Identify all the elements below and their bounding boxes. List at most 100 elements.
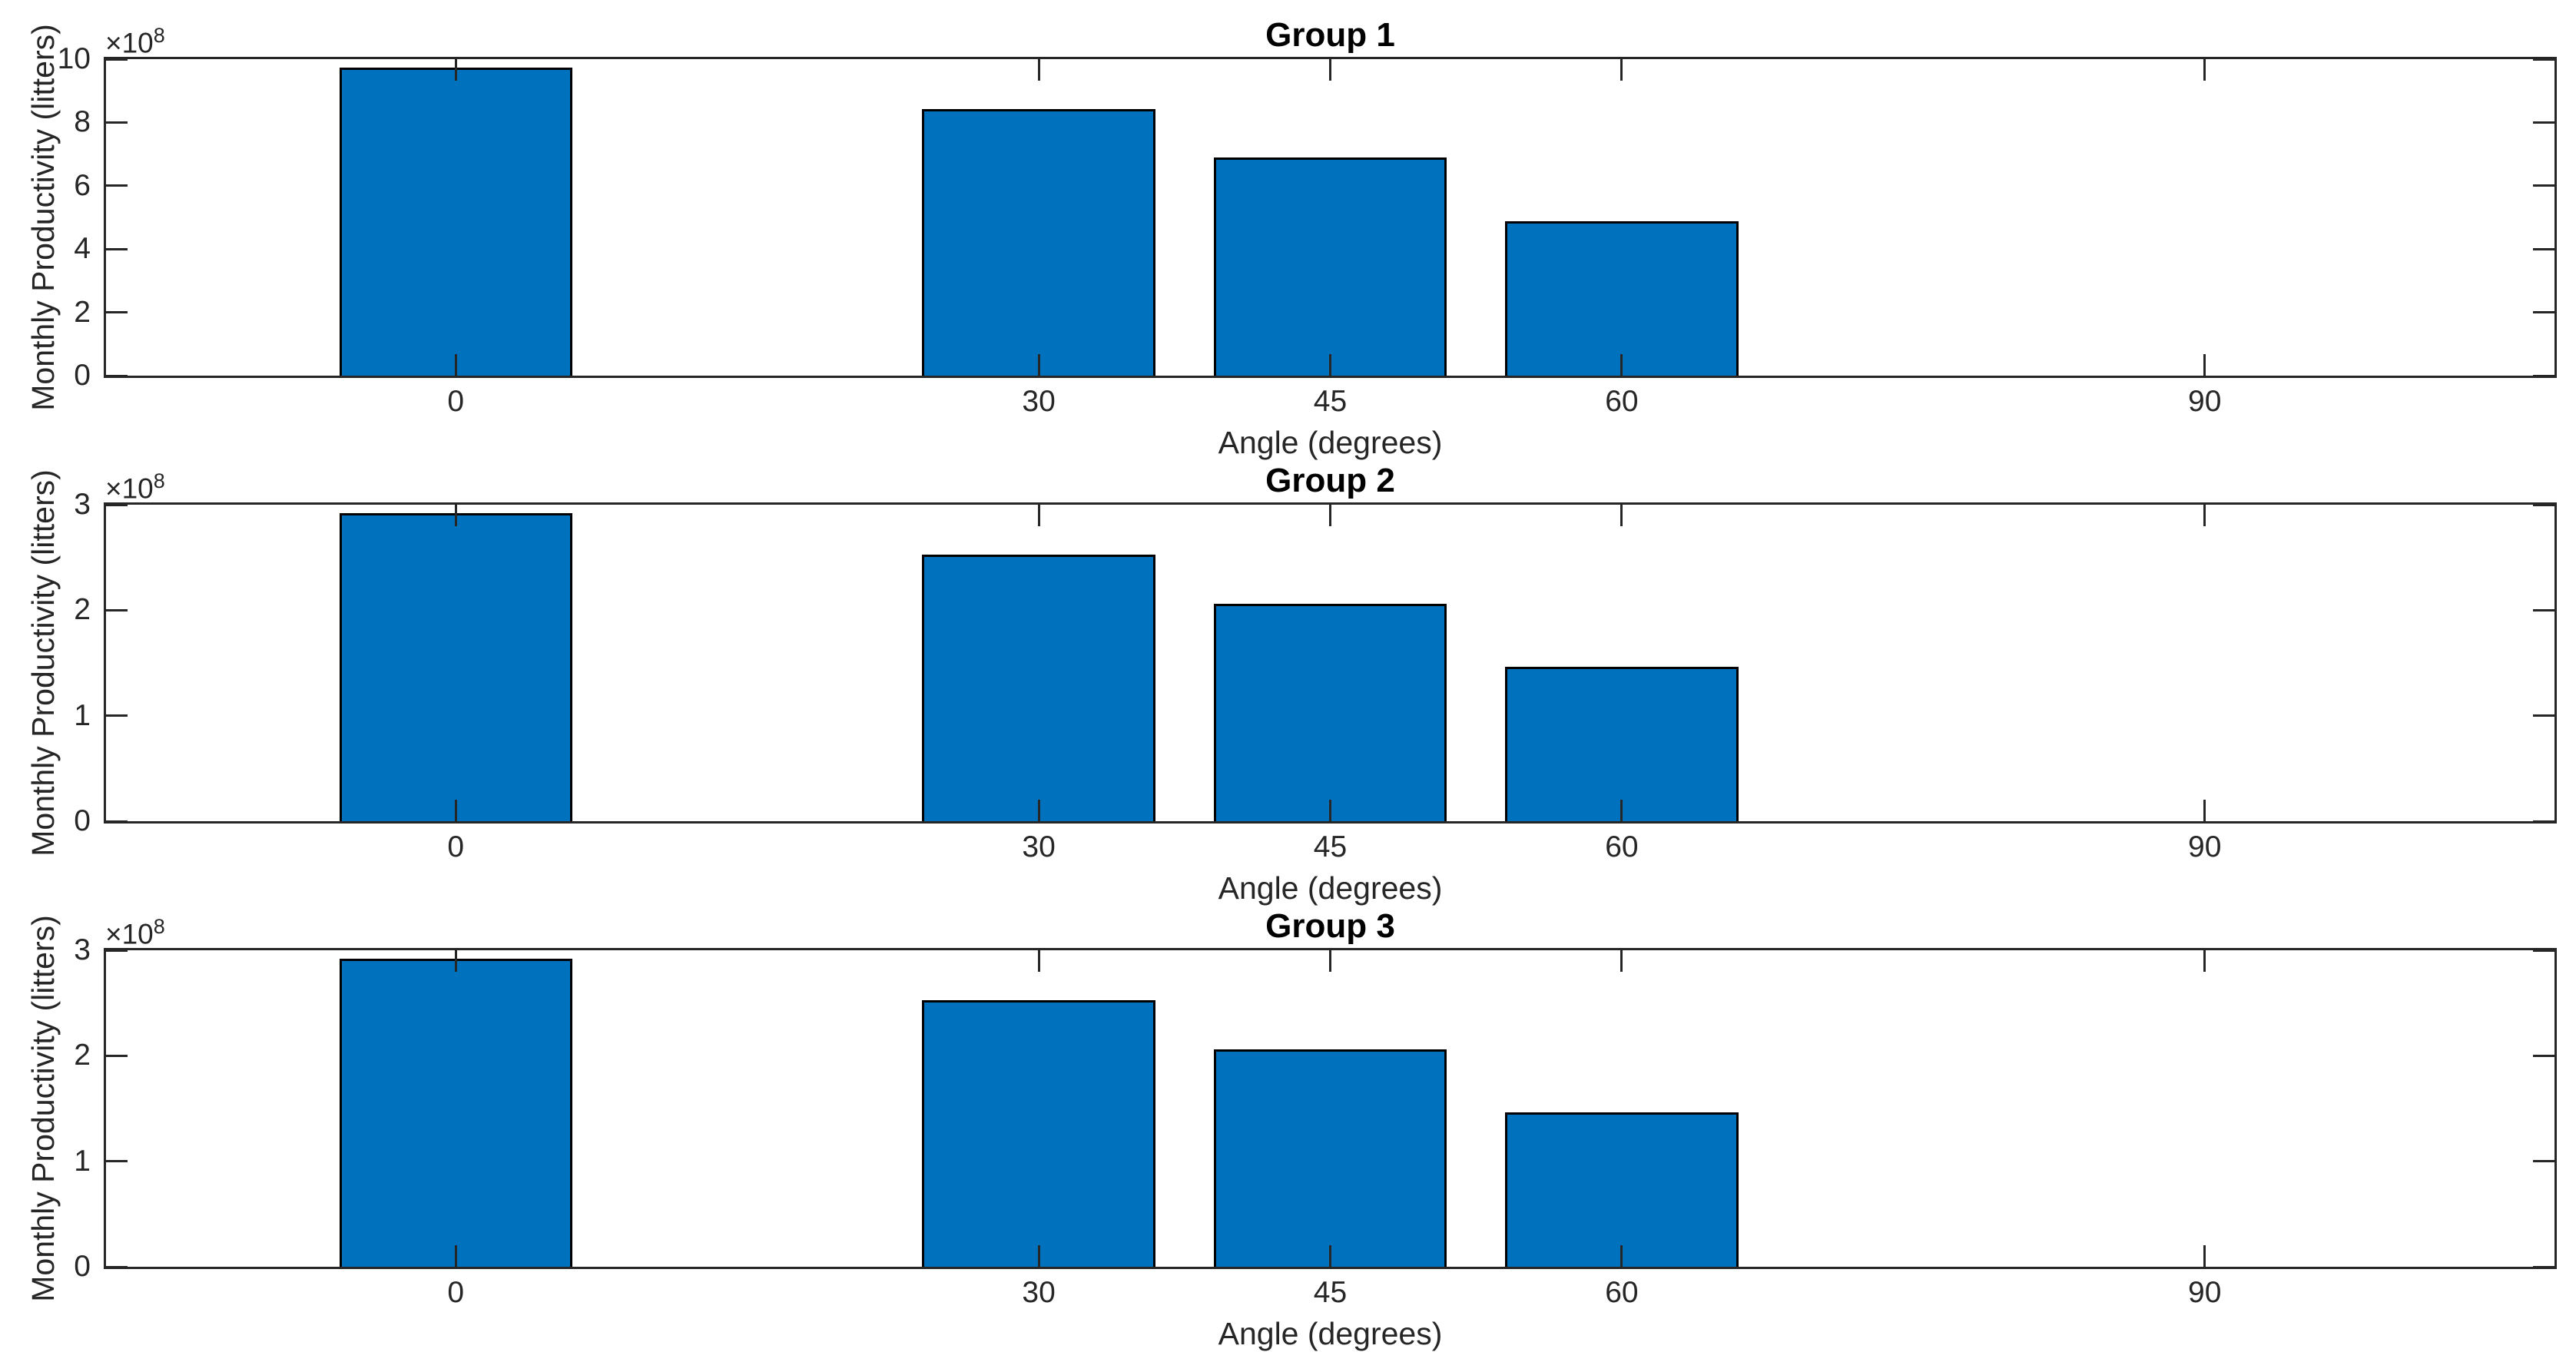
x-tick-bottom-90 — [2203, 1245, 2206, 1267]
x-tick-top-45 — [1329, 59, 1331, 81]
x-tick-top-60 — [1620, 950, 1623, 972]
y-tick-label-8: 8 — [74, 105, 91, 139]
x-tick-bottom-60 — [1620, 1245, 1623, 1267]
x-tick-top-45 — [1329, 950, 1331, 972]
y-tick-right-10 — [2533, 58, 2554, 61]
x-tick-top-60 — [1620, 505, 1623, 526]
y-axis-exponent-power: 8 — [153, 24, 165, 47]
y-axis-exponent: ×108 — [105, 911, 165, 949]
y-axis-exponent-power: 8 — [153, 469, 165, 492]
y-tick-left-0 — [106, 820, 128, 823]
x-tick-bottom-90 — [2203, 354, 2206, 376]
y-tick-right-0 — [2533, 820, 2554, 823]
x-tick-bottom-45 — [1329, 1245, 1331, 1267]
y-tick-left-1 — [106, 1160, 128, 1163]
x-tick-label-45: 45 — [1313, 1276, 1348, 1309]
x-tick-label-60: 60 — [1605, 830, 1639, 863]
subplot3-x-axis-label: Angle (degrees) — [1218, 1316, 1443, 1351]
x-tick-label-0: 0 — [447, 1276, 465, 1309]
subplot2-title: Group 2 — [1265, 462, 1395, 499]
y-tick-left-2 — [106, 311, 128, 314]
x-tick-label-0: 0 — [447, 385, 465, 418]
x-tick-label-60: 60 — [1605, 1276, 1639, 1309]
y-tick-right-1 — [2533, 714, 2554, 717]
bar-angle-60 — [1505, 1112, 1739, 1267]
subplot1-title: Group 1 — [1265, 16, 1395, 54]
x-tick-top-0 — [454, 59, 457, 81]
x-tick-top-0 — [454, 950, 457, 972]
y-tick-right-0 — [2533, 1265, 2554, 1268]
y-axis-exponent: ×108 — [105, 20, 165, 58]
y-axis-exponent-base: ×10 — [105, 27, 154, 59]
y-axis-exponent-power: 8 — [153, 915, 165, 938]
y-tick-label-3: 3 — [74, 488, 91, 521]
x-tick-bottom-60 — [1620, 354, 1623, 376]
x-tick-bottom-0 — [454, 800, 457, 821]
x-tick-bottom-30 — [1037, 354, 1040, 376]
y-tick-right-3 — [2533, 503, 2554, 506]
y-tick-right-6 — [2533, 184, 2554, 187]
y-tick-left-0 — [106, 1265, 128, 1268]
x-tick-top-90 — [2203, 950, 2206, 972]
x-tick-label-45: 45 — [1313, 830, 1348, 863]
x-tick-top-0 — [454, 505, 457, 526]
y-tick-right-2 — [2533, 608, 2554, 611]
x-tick-top-30 — [1037, 950, 1040, 972]
y-axis-exponent: ×108 — [105, 466, 165, 504]
y-tick-label-3: 3 — [74, 933, 91, 966]
subplot3-y-axis-label: Monthly Productivity (litters) — [25, 915, 61, 1302]
x-tick-bottom-30 — [1037, 1245, 1040, 1267]
y-tick-left-8 — [106, 121, 128, 124]
bar-angle-30 — [922, 999, 1155, 1267]
y-tick-left-3 — [106, 503, 128, 506]
bar-angle-30 — [922, 108, 1155, 376]
x-tick-top-60 — [1620, 59, 1623, 81]
subplot2-plot-area — [104, 502, 2557, 824]
y-tick-left-6 — [106, 184, 128, 187]
x-tick-bottom-60 — [1620, 800, 1623, 821]
y-tick-left-0 — [106, 374, 128, 377]
y-tick-label-2: 2 — [74, 593, 91, 627]
y-tick-label-10: 10 — [57, 42, 91, 75]
x-tick-top-45 — [1329, 505, 1331, 526]
bar-angle-45 — [1213, 1049, 1447, 1267]
y-tick-right-3 — [2533, 949, 2554, 952]
subplot3-title: Group 3 — [1265, 907, 1395, 945]
y-tick-left-2 — [106, 1054, 128, 1057]
bar-angle-45 — [1213, 604, 1447, 821]
y-tick-right-8 — [2533, 121, 2554, 124]
y-tick-left-10 — [106, 58, 128, 61]
bar-angle-45 — [1213, 157, 1447, 376]
x-tick-label-90: 90 — [2188, 830, 2222, 863]
x-tick-top-30 — [1037, 505, 1040, 526]
bar-angle-0 — [339, 512, 573, 821]
subplot1-x-axis-label: Angle (degrees) — [1218, 425, 1443, 460]
x-tick-bottom-30 — [1037, 800, 1040, 821]
y-tick-label-0: 0 — [74, 804, 91, 837]
x-tick-bottom-90 — [2203, 800, 2206, 821]
y-tick-right-2 — [2533, 311, 2554, 314]
x-tick-label-90: 90 — [2188, 385, 2222, 418]
y-tick-left-1 — [106, 714, 128, 717]
x-tick-top-90 — [2203, 505, 2206, 526]
bar-angle-0 — [339, 958, 573, 1267]
bar-angle-60 — [1505, 667, 1739, 821]
y-tick-right-1 — [2533, 1160, 2554, 1163]
y-tick-label-0: 0 — [74, 1250, 91, 1283]
y-tick-left-2 — [106, 608, 128, 611]
bar-angle-30 — [922, 554, 1155, 821]
y-tick-label-2: 2 — [74, 295, 91, 329]
x-tick-bottom-45 — [1329, 800, 1331, 821]
x-tick-bottom-45 — [1329, 354, 1331, 376]
x-tick-label-0: 0 — [447, 830, 465, 863]
y-axis-exponent-base: ×10 — [105, 472, 154, 505]
x-tick-bottom-0 — [454, 354, 457, 376]
x-tick-label-30: 30 — [1022, 385, 1056, 418]
y-axis-exponent-base: ×10 — [105, 918, 154, 950]
subplot1-plot-area — [104, 57, 2557, 378]
y-tick-label-0: 0 — [74, 359, 91, 392]
x-tick-bottom-0 — [454, 1245, 457, 1267]
y-tick-label-1: 1 — [74, 698, 91, 732]
subplot2-x-axis-label: Angle (degrees) — [1218, 870, 1443, 906]
